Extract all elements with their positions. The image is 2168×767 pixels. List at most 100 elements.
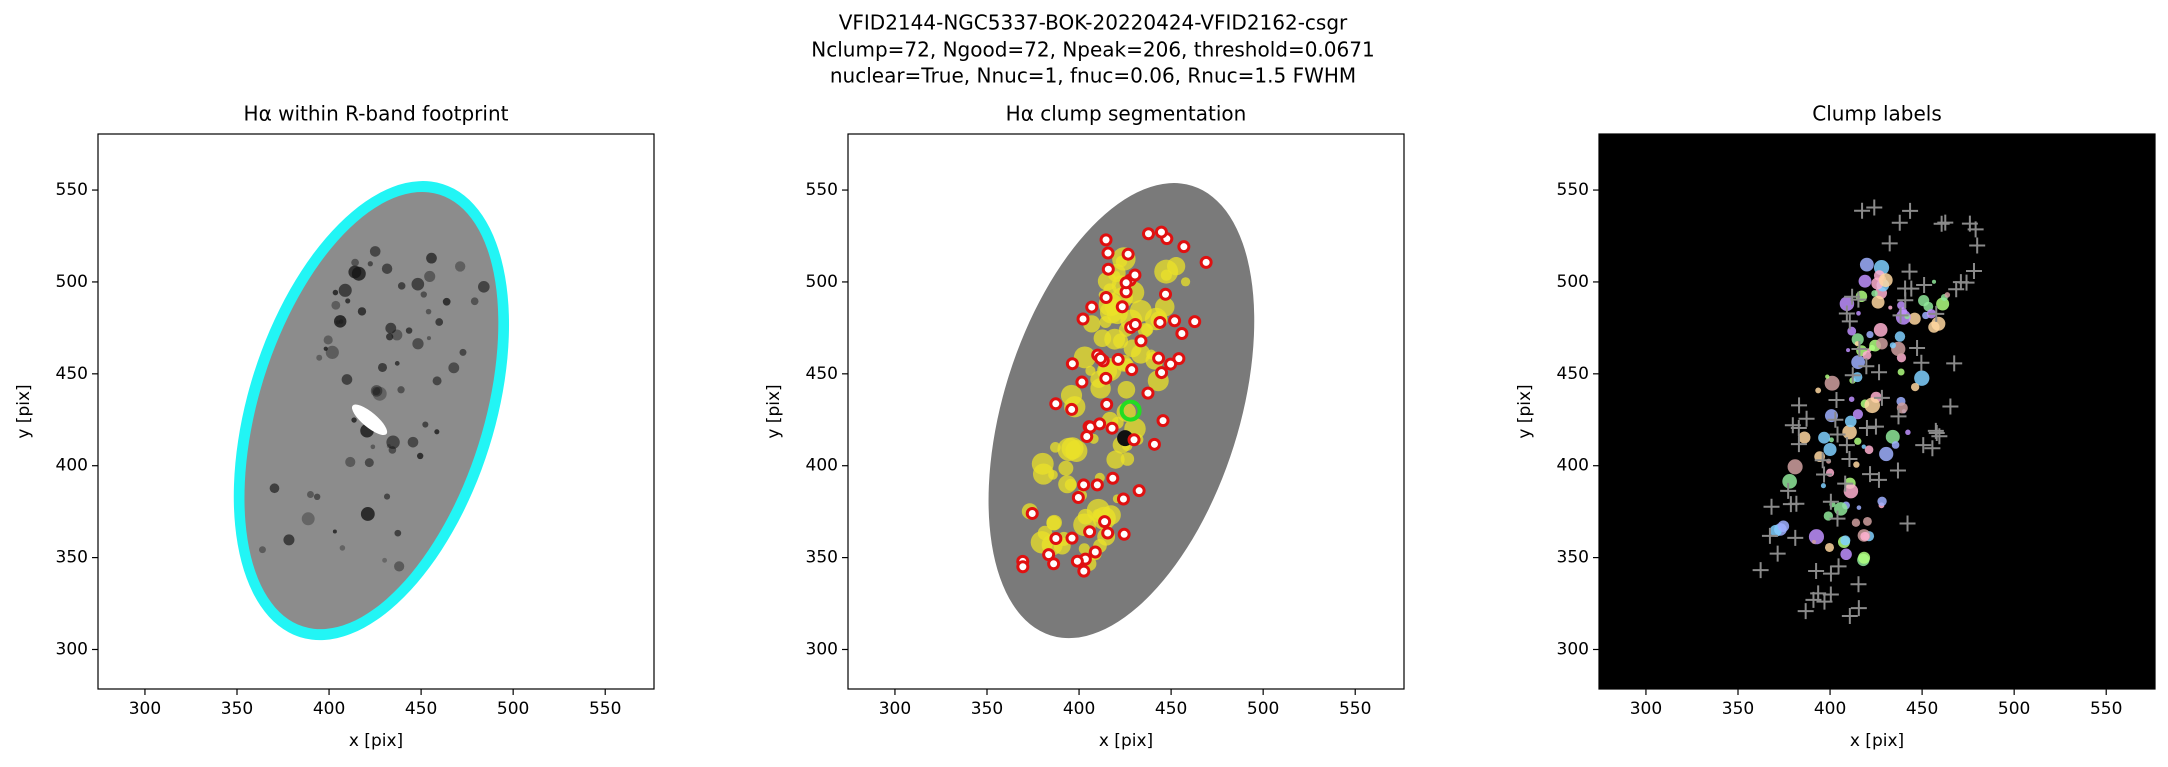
peak-cross: [1870, 471, 1887, 488]
clump-marker: [1094, 351, 1108, 365]
emission-spot: [341, 374, 353, 385]
clump-label: [1931, 279, 1937, 284]
emission-spot: [386, 333, 394, 341]
emission-spot: [370, 444, 376, 450]
x-tick-label: 500: [1247, 699, 1279, 719]
emission-spot: [391, 329, 403, 341]
emission-spot: [432, 376, 442, 386]
clump-marker: [1049, 397, 1063, 411]
image-layer: [988, 183, 1255, 639]
emission-spot: [307, 491, 314, 498]
segment: [1106, 450, 1125, 469]
suptitle-line: VFID2144-NGC5337-BOK-20220424-VFID2162-c…: [839, 11, 1348, 35]
peak-cross: [1844, 367, 1861, 384]
x-tick-label: 300: [1630, 699, 1662, 719]
clump-label: [1777, 520, 1790, 532]
clump-label: [1856, 310, 1861, 316]
emission-spot: [332, 529, 337, 534]
clump-label: [1914, 370, 1930, 386]
emission-spot: [345, 298, 351, 304]
emission-spot: [323, 335, 333, 345]
axes-frame: [847, 133, 1405, 690]
nuclear-clump: [1119, 399, 1142, 422]
clump-label: [1878, 273, 1893, 288]
peak-cross: [1841, 451, 1858, 468]
clump-marker: [1070, 554, 1084, 568]
clump-label: [1908, 312, 1921, 325]
x-tick-label: 350: [1722, 699, 1754, 719]
peak-cross: [1814, 452, 1831, 469]
clump-marker: [1099, 233, 1113, 247]
emission-spot: [377, 362, 388, 373]
clump-marker: [1098, 515, 1112, 529]
segment: [1097, 271, 1117, 291]
emission-spot: [426, 252, 437, 264]
clump-label: [1824, 375, 1840, 391]
x-tick-label: 400: [313, 699, 345, 719]
segment: [1077, 508, 1094, 525]
peak-cross: [1927, 422, 1944, 439]
emission-spot: [412, 338, 424, 350]
clump-label: [1858, 551, 1871, 564]
peak-cross: [1816, 593, 1833, 610]
suptitle-line: Nclump=72, Ngood=72, Npeak=206, threshol…: [811, 38, 1374, 62]
segment: [1058, 460, 1074, 476]
emission-spot: [372, 386, 387, 401]
peak-cross: [1899, 515, 1916, 532]
peak-cross: [1828, 392, 1845, 409]
emission-spot: [370, 385, 383, 397]
clump-marker: [1093, 417, 1107, 431]
peak-cross: [1902, 202, 1919, 219]
clump-label: [1877, 496, 1887, 506]
emission-spot: [369, 246, 381, 257]
clump-label: [1843, 483, 1859, 499]
y-tick-label: 550: [56, 180, 88, 200]
clump-label: [1894, 331, 1906, 342]
peak-cross: [1937, 214, 1954, 231]
emission-spot: [339, 545, 346, 551]
peak-cross: [1791, 397, 1808, 414]
clump-label: [1858, 274, 1872, 288]
segment: [1099, 315, 1112, 328]
emission-spot: [394, 529, 402, 537]
clump-label: [1866, 330, 1874, 339]
segment: [1031, 452, 1054, 475]
peak-cross: [1889, 462, 1906, 479]
peak-cross: [1858, 419, 1875, 436]
clump-marker: [1117, 527, 1131, 541]
emission-spot: [351, 266, 366, 281]
clump-marker: [1125, 363, 1139, 377]
axes-title: Clump labels: [1812, 102, 1942, 126]
clump-label: [1897, 301, 1906, 310]
emission-spot: [407, 436, 419, 448]
y-tick-label: 500: [56, 272, 88, 292]
segment: [1073, 346, 1096, 369]
x-tick-label: 350: [971, 699, 1003, 719]
clump-label: [1818, 431, 1831, 444]
emission-spot: [316, 354, 323, 361]
clump-marker: [1141, 227, 1155, 241]
clump-label: [1828, 437, 1834, 443]
clump-label: [1851, 518, 1861, 527]
y-tick-label: 300: [806, 639, 838, 659]
peak-cross: [1841, 313, 1858, 330]
clump-marker: [1090, 478, 1104, 492]
clump-marker: [1106, 471, 1120, 485]
clump-label: [1859, 257, 1874, 272]
clump-label: [1834, 502, 1848, 516]
segment: [1117, 380, 1136, 399]
peak-cross: [1881, 235, 1898, 252]
peak-cross: [1909, 340, 1926, 357]
clump-label: [1825, 468, 1835, 477]
segment: [1078, 543, 1090, 555]
y-tick-label: 400: [1557, 456, 1589, 476]
clump-label: [1840, 548, 1852, 561]
emission-spot: [325, 345, 339, 359]
peak-cross: [1752, 562, 1769, 579]
emission-spot: [259, 546, 266, 554]
clump-marker: [1085, 300, 1099, 314]
y-axis-label: y [pix]: [14, 384, 34, 438]
y-tick-label: 450: [806, 364, 838, 384]
image-layer: [1599, 134, 2155, 689]
segment: [1180, 277, 1191, 287]
